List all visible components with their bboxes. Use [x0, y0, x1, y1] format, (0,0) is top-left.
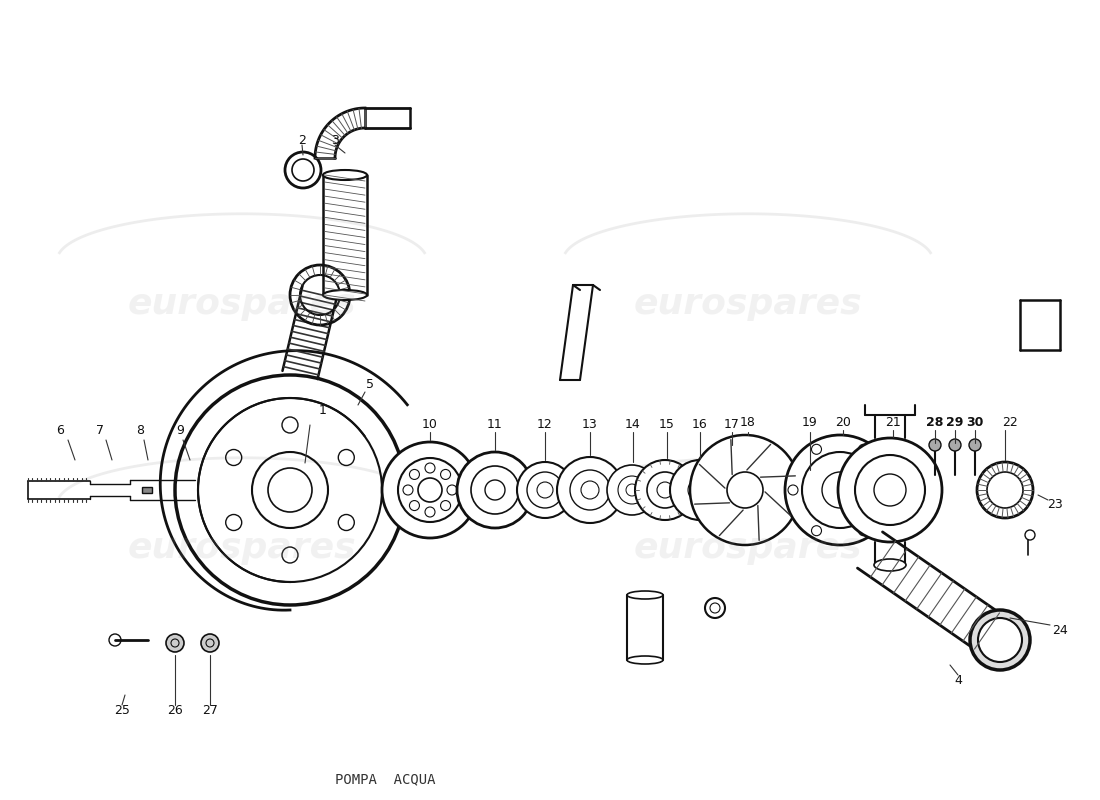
- Text: eurospares: eurospares: [634, 287, 862, 321]
- Circle shape: [570, 470, 611, 510]
- Text: 3: 3: [331, 134, 339, 146]
- Text: 13: 13: [582, 418, 598, 431]
- Ellipse shape: [323, 290, 367, 300]
- Circle shape: [403, 485, 412, 495]
- Ellipse shape: [874, 559, 906, 571]
- Text: 19: 19: [802, 415, 818, 429]
- Ellipse shape: [627, 656, 663, 664]
- Circle shape: [441, 470, 451, 479]
- Text: eurospares: eurospares: [634, 531, 862, 565]
- Circle shape: [201, 634, 219, 652]
- Ellipse shape: [627, 591, 663, 599]
- Ellipse shape: [323, 170, 367, 180]
- Circle shape: [792, 472, 828, 508]
- Text: POMPA  ACQUA: POMPA ACQUA: [334, 772, 436, 786]
- Text: 1: 1: [319, 405, 327, 418]
- Circle shape: [517, 462, 573, 518]
- Circle shape: [969, 439, 981, 451]
- Text: 28: 28: [926, 415, 944, 429]
- Circle shape: [166, 634, 184, 652]
- Text: 4: 4: [954, 674, 961, 686]
- Circle shape: [970, 610, 1030, 670]
- Circle shape: [527, 472, 563, 508]
- Circle shape: [647, 472, 683, 508]
- Text: 8: 8: [136, 423, 144, 437]
- Circle shape: [635, 460, 695, 520]
- Text: 21: 21: [886, 415, 901, 429]
- Circle shape: [855, 455, 925, 525]
- Text: 12: 12: [537, 418, 553, 431]
- Text: 20: 20: [835, 415, 851, 429]
- Text: eurospares: eurospares: [128, 531, 356, 565]
- Text: 25: 25: [114, 703, 130, 717]
- Text: 15: 15: [659, 418, 675, 431]
- Circle shape: [670, 460, 730, 520]
- Circle shape: [557, 457, 623, 523]
- Circle shape: [978, 618, 1022, 662]
- Text: 29: 29: [946, 415, 964, 429]
- Circle shape: [382, 442, 478, 538]
- Bar: [142, 487, 152, 493]
- Circle shape: [949, 439, 961, 451]
- Text: 26: 26: [167, 703, 183, 717]
- Text: 9: 9: [176, 423, 184, 437]
- Text: 23: 23: [1047, 498, 1063, 511]
- Text: 10: 10: [422, 418, 438, 431]
- Circle shape: [802, 452, 878, 528]
- Circle shape: [456, 452, 534, 528]
- Text: 30: 30: [966, 415, 983, 429]
- Circle shape: [618, 476, 646, 504]
- Circle shape: [409, 470, 419, 479]
- Text: 17: 17: [724, 418, 740, 431]
- Circle shape: [447, 485, 456, 495]
- Text: 14: 14: [625, 418, 641, 431]
- Text: 2: 2: [298, 134, 306, 146]
- Text: 24: 24: [1052, 623, 1068, 637]
- Circle shape: [425, 507, 435, 517]
- Text: 16: 16: [692, 418, 708, 431]
- Text: 6: 6: [56, 423, 64, 437]
- Text: 7: 7: [96, 423, 104, 437]
- Text: 11: 11: [487, 418, 503, 431]
- Circle shape: [409, 501, 419, 510]
- Circle shape: [471, 466, 519, 514]
- Circle shape: [930, 439, 940, 451]
- Text: 18: 18: [740, 415, 756, 429]
- Text: 5: 5: [366, 378, 374, 391]
- Circle shape: [607, 465, 657, 515]
- Circle shape: [718, 440, 743, 464]
- Bar: [722, 440, 738, 450]
- Circle shape: [838, 438, 942, 542]
- Text: eurospares: eurospares: [128, 287, 356, 321]
- Circle shape: [425, 463, 435, 473]
- Text: 27: 27: [202, 703, 218, 717]
- Circle shape: [690, 435, 800, 545]
- Circle shape: [688, 478, 712, 502]
- Text: 22: 22: [1002, 415, 1018, 429]
- Circle shape: [441, 501, 451, 510]
- Circle shape: [785, 435, 895, 545]
- Circle shape: [398, 458, 462, 522]
